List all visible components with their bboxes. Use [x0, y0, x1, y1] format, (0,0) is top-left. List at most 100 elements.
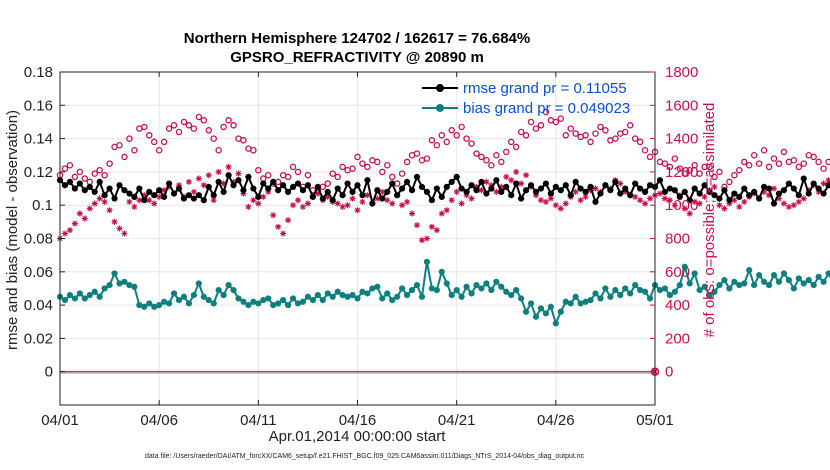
- bias-point: [661, 285, 669, 292]
- assimilated-obs-point: [255, 200, 262, 207]
- rmse-point: [701, 182, 708, 189]
- possible-obs-point: [200, 117, 208, 124]
- possible-obs-point: [453, 132, 460, 139]
- assimilated-obs-point: [161, 187, 168, 194]
- y-axis-label: rmse and bias (model - observation): [4, 110, 21, 350]
- rmse-point: [498, 188, 505, 195]
- possible-obs-point: [681, 170, 689, 177]
- rmse-point: [820, 190, 827, 197]
- possible-obs-point: [612, 135, 619, 142]
- y-tick-label: 0.14: [24, 131, 53, 148]
- assimilated-obs-point: [547, 195, 554, 202]
- rmse-point: [552, 183, 559, 190]
- rmse-point: [805, 190, 812, 197]
- possible-obs-point: [359, 160, 366, 167]
- possible-obs-point: [205, 127, 212, 134]
- assimilated-obs-point: [131, 203, 138, 210]
- rmse-point: [165, 180, 173, 187]
- assimilated-obs-point: [562, 200, 569, 207]
- bias-point: [607, 293, 614, 300]
- rmse-point: [116, 182, 123, 189]
- bias-point: [805, 277, 812, 284]
- rmse-point: [587, 183, 594, 190]
- bias-point: [746, 267, 753, 274]
- bias-point: [483, 280, 490, 287]
- bias-point: [473, 282, 480, 289]
- bias-point: [280, 297, 287, 304]
- possible-obs-point: [304, 171, 312, 179]
- possible-obs-point: [264, 171, 272, 179]
- x-tick-label: 04/11: [240, 412, 276, 429]
- bias-point: [175, 297, 183, 304]
- assimilated-obs-point: [771, 185, 777, 192]
- rmse-point: [389, 180, 396, 187]
- assimilated-obs-point: [384, 197, 391, 204]
- bias-point: [170, 290, 178, 297]
- possible-obs-point: [820, 165, 827, 172]
- bias-point: [403, 292, 411, 299]
- y2-tick-label: 0: [665, 364, 673, 381]
- bias-point: [537, 305, 545, 312]
- bias-point: [250, 298, 257, 305]
- rmse-point: [91, 188, 98, 195]
- possible-obs-point: [760, 147, 768, 154]
- bias-point: [369, 285, 376, 292]
- bias-point: [344, 293, 351, 300]
- bias-point: [478, 285, 485, 292]
- rmse-point: [671, 187, 678, 194]
- assimilated-obs-point: [825, 177, 830, 184]
- possible-obs-point: [220, 123, 227, 131]
- bias-point: [726, 285, 733, 292]
- bias-point: [131, 283, 138, 290]
- x-axis-ticks: 04/01 04/06 04/11 04/16 04/21 04/26 05/01: [41, 72, 674, 429]
- assimilated-obs-point: [443, 207, 450, 214]
- zero-line: [60, 367, 660, 376]
- bias-point: [617, 292, 624, 299]
- bias-point: [751, 282, 758, 289]
- bias-point: [354, 295, 361, 302]
- rmse-point: [146, 188, 153, 195]
- possible-obs-point: [661, 160, 669, 167]
- possible-obs-point: [374, 158, 381, 166]
- assimilated-obs-point: [458, 200, 465, 207]
- bias-point: [205, 297, 212, 304]
- assimilated-obs-point: [647, 195, 654, 202]
- possible-obs-point: [493, 151, 500, 159]
- bias-point: [408, 287, 416, 294]
- possible-obs-point: [185, 122, 193, 129]
- bias-point: [513, 287, 520, 294]
- rmse-point: [522, 187, 530, 194]
- rmse-point: [691, 185, 698, 192]
- assimilated-obs-point: [260, 193, 267, 200]
- bias-point: [349, 292, 356, 299]
- assimilated-obs-point: [582, 193, 589, 200]
- rmse-point: [195, 192, 202, 199]
- rmse-point: [151, 192, 158, 199]
- rmse-point: [304, 182, 312, 189]
- bias-point: [765, 282, 773, 289]
- assimilated-obs-point: [156, 193, 163, 200]
- assimilated-obs-point: [572, 188, 579, 195]
- y-tick-label: 0: [45, 364, 53, 381]
- possible-obs-point: [319, 183, 327, 191]
- rmse-point: [270, 178, 277, 185]
- rmse-point: [572, 178, 579, 185]
- rmse-point: [433, 185, 440, 192]
- bias-point: [721, 277, 728, 284]
- rmse-point: [493, 177, 500, 184]
- assimilated-obs-point: [141, 192, 148, 199]
- assimilated-obs-point: [146, 197, 153, 204]
- rmse-point: [210, 192, 217, 199]
- rmse-point: [200, 197, 207, 204]
- x-tick-label: 04/06: [140, 412, 178, 429]
- assimilated-obs-point: [423, 235, 430, 242]
- rmse-point: [617, 190, 624, 197]
- bias-point: [632, 282, 639, 289]
- bias-point: [666, 292, 673, 299]
- bias-point: [151, 303, 158, 310]
- x-tick-label: 04/16: [339, 412, 377, 429]
- rmse-point: [423, 188, 431, 195]
- possible-obs-point: [443, 138, 450, 146]
- possible-obs-point: [775, 160, 783, 167]
- rmse-point: [741, 185, 748, 192]
